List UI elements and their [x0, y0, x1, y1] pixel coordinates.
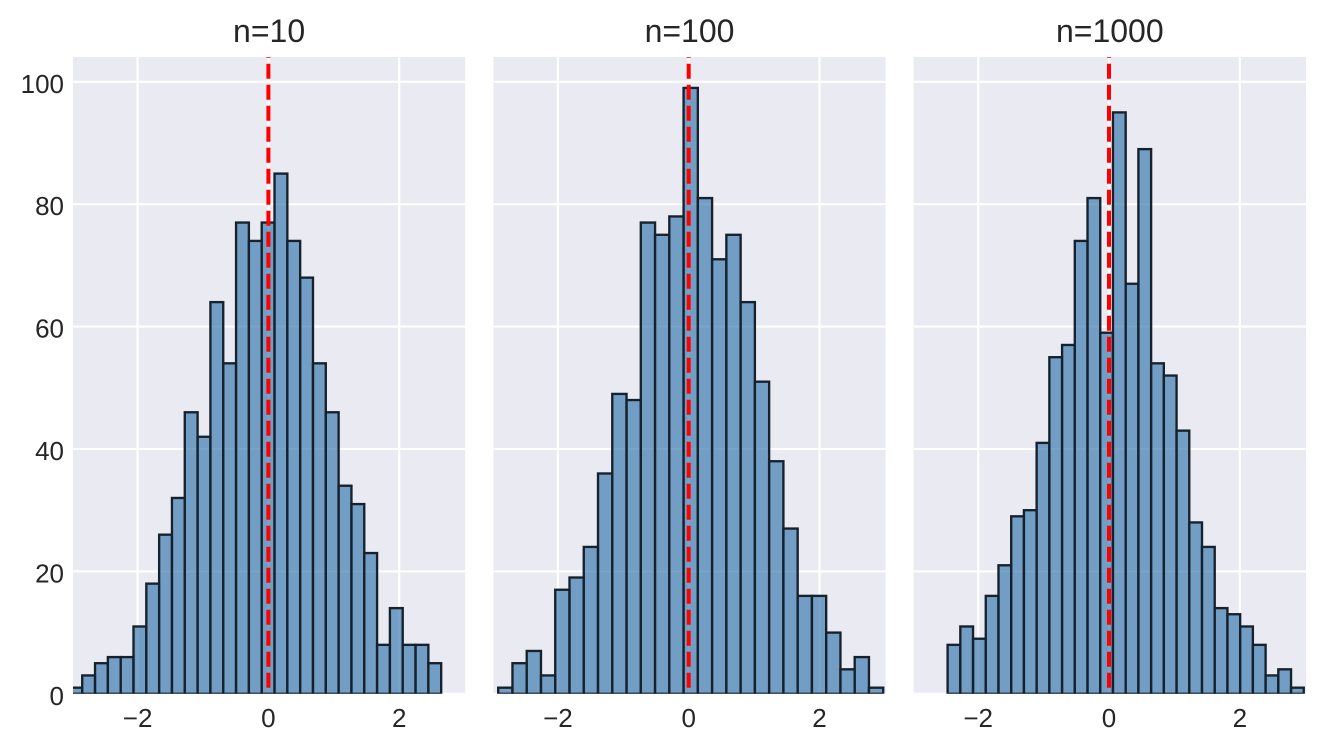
svg-text:n=100: n=100: [645, 13, 735, 49]
svg-text:80: 80: [35, 191, 64, 221]
svg-text:40: 40: [35, 436, 64, 466]
svg-text:60: 60: [35, 314, 64, 344]
svg-text:0: 0: [50, 681, 64, 711]
svg-text:20: 20: [35, 558, 64, 588]
svg-text:2: 2: [392, 703, 406, 733]
svg-text:0: 0: [1102, 703, 1116, 733]
svg-text:100: 100: [21, 69, 64, 99]
svg-text:2: 2: [812, 703, 826, 733]
svg-text:2: 2: [1233, 703, 1247, 733]
svg-text:0: 0: [261, 703, 275, 733]
svg-text:n=10: n=10: [233, 13, 305, 49]
svg-text:−2: −2: [543, 703, 573, 733]
svg-text:−2: −2: [123, 703, 153, 733]
svg-text:−2: −2: [963, 703, 993, 733]
svg-text:n=1000: n=1000: [1056, 13, 1164, 49]
svg-text:0: 0: [681, 703, 695, 733]
